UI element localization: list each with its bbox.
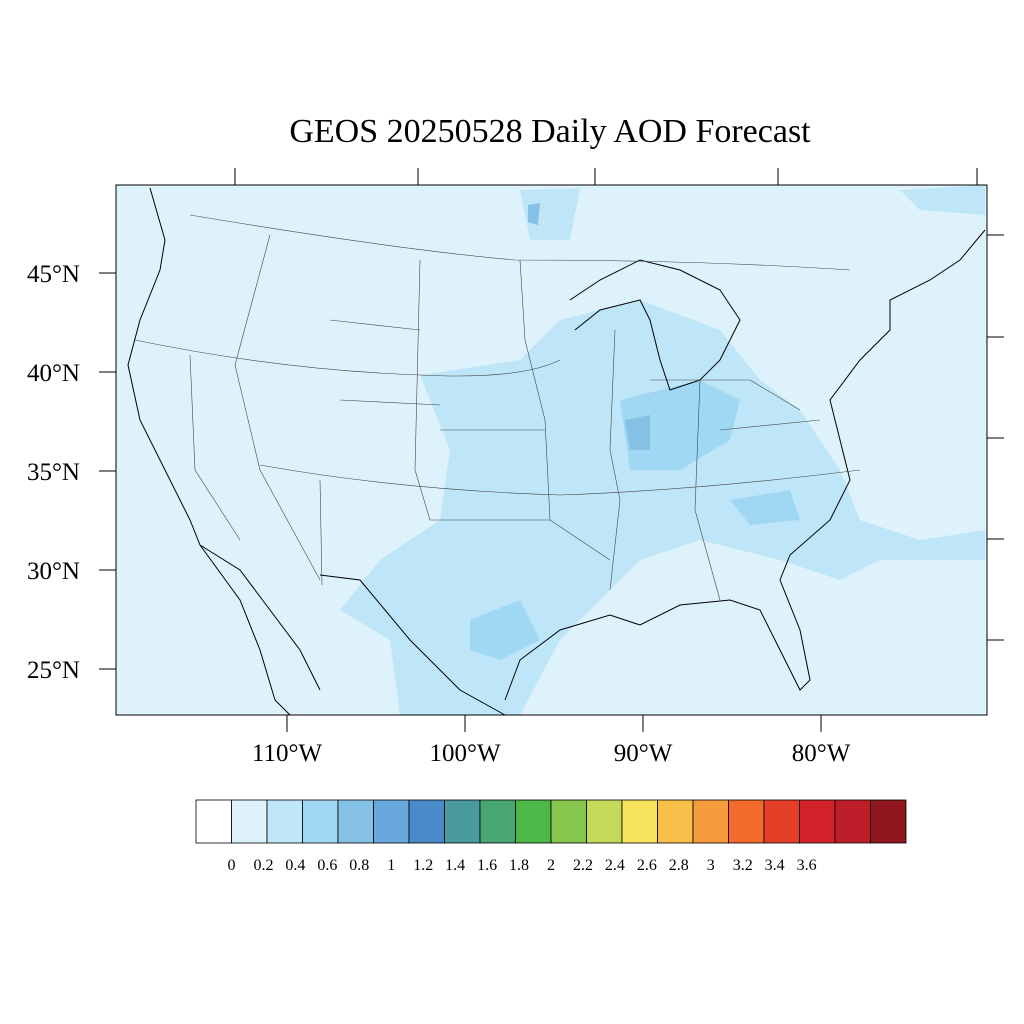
- lon-tick-label: 110°W: [252, 740, 323, 767]
- lon-tick-label: 90°W: [614, 740, 673, 767]
- lat-tick-label: 40°N: [27, 360, 80, 387]
- lon-tick-label: 80°W: [792, 740, 851, 767]
- colorbar-box: [408, 799, 445, 844]
- colorbar-box: [444, 799, 481, 844]
- colorbar-box: [479, 799, 516, 844]
- map: [115, 168, 1004, 716]
- colorbar-label: 2.8: [669, 857, 689, 874]
- colorbar-label: 0.4: [285, 857, 305, 874]
- colorbar-box: [195, 799, 232, 844]
- colorbar-box: [692, 799, 729, 844]
- colorbar-label: 2.2: [573, 857, 593, 874]
- colorbar-label: 1.6: [477, 857, 497, 874]
- colorbar-label: 1: [387, 857, 395, 874]
- colorbar-label: 3.2: [733, 857, 753, 874]
- top-ticks: [234, 168, 978, 185]
- colorbar-label: 0: [228, 857, 236, 874]
- colorbar-label: 0.8: [349, 857, 369, 874]
- colorbar-label: 2.6: [637, 857, 657, 874]
- colorbar-label: 3.4: [765, 857, 785, 874]
- colorbar-label: 2: [547, 857, 555, 874]
- lat-tick-label: 25°N: [27, 657, 80, 684]
- colorbar-box: [373, 799, 410, 844]
- colorbar-box: [337, 799, 374, 844]
- axes: 45°N 40°N 35°N 30°N 25°N 110°W 100°W 90°W 80°W: [27, 261, 851, 767]
- state-borders: [134, 214, 861, 601]
- colorbar-box: [231, 799, 268, 844]
- aod-field-peak: [528, 203, 650, 450]
- colorbar-box: [870, 799, 907, 844]
- colorbar-box: [550, 799, 587, 844]
- colorbar-label: 0.6: [317, 857, 337, 874]
- colorbar-label: 1.8: [509, 857, 529, 874]
- colorbar-box: [266, 799, 303, 844]
- map-title: GEOS 20250528 Daily AOD Forecast: [289, 113, 811, 150]
- colorbar-label: 1.4: [445, 857, 465, 874]
- colorbar-box: [621, 799, 658, 844]
- colorbar-label: 2.4: [605, 857, 625, 874]
- colorbar-label: 0.2: [253, 857, 273, 874]
- colorbar: 0 0.2 0.4 0.6 0.8 1 1.2 1.4 1.6 1.8 2 2.2 2.4 2.6 2.8 3…: [195, 799, 907, 874]
- colorbar-box: [799, 799, 836, 844]
- colorbar-box: [728, 799, 765, 844]
- colorbar-box: [302, 799, 339, 844]
- lat-tick-label: 30°N: [27, 558, 80, 585]
- colorbar-label: 3.6: [797, 857, 817, 874]
- colorbar-box: [515, 799, 552, 844]
- lat-tick-label: 35°N: [27, 459, 80, 486]
- colorbar-box: [586, 799, 623, 844]
- colorbar-box: [657, 799, 694, 844]
- lat-tick-label: 45°N: [27, 261, 80, 288]
- colorbar-box: [763, 799, 800, 844]
- map-frame: [115, 184, 988, 716]
- colorbar-box: [834, 799, 871, 844]
- lon-tick-label: 100°W: [429, 740, 500, 767]
- coastline: [127, 187, 986, 716]
- colorbar-label: 3: [707, 857, 715, 874]
- colorbar-label: 1.2: [413, 857, 433, 874]
- right-ticks: [987, 234, 1004, 641]
